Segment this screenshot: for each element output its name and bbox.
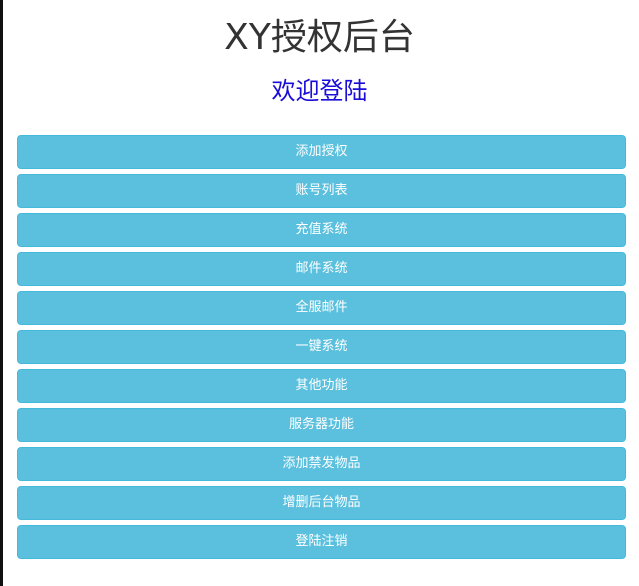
- other-functions-button[interactable]: 其他功能: [17, 369, 626, 403]
- one-click-system-button[interactable]: 一键系统: [17, 330, 626, 364]
- recharge-system-button[interactable]: 充值系统: [17, 213, 626, 247]
- account-list-button[interactable]: 账号列表: [17, 174, 626, 208]
- add-license-button[interactable]: 添加授权: [17, 135, 626, 169]
- server-wide-mail-button[interactable]: 全服邮件: [17, 291, 626, 325]
- server-functions-button[interactable]: 服务器功能: [17, 408, 626, 442]
- logout-button[interactable]: 登陆注销: [17, 525, 626, 559]
- edit-backend-items-button[interactable]: 增删后台物品: [17, 486, 626, 520]
- menu: 添加授权 账号列表 充值系统 邮件系统 全服邮件 一键系统 其他功能 服务器功能…: [17, 135, 626, 564]
- window-edge: [0, 0, 3, 586]
- page-title: XY授权后台: [224, 17, 415, 58]
- mail-system-button[interactable]: 邮件系统: [17, 252, 626, 286]
- welcome-subtitle: 欢迎登陆: [271, 77, 368, 105]
- add-banned-items-button[interactable]: 添加禁发物品: [17, 447, 626, 481]
